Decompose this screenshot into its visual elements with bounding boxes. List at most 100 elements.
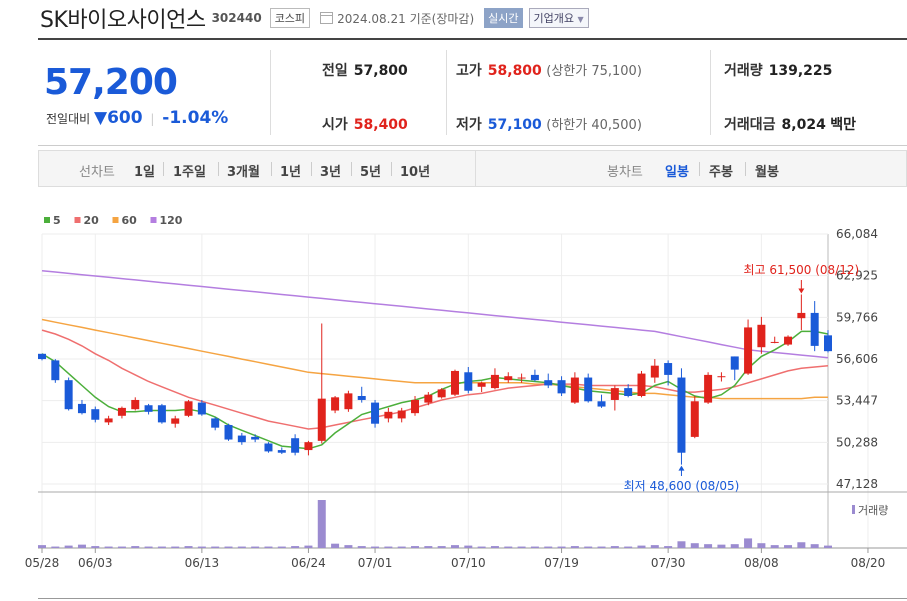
candle-daily[interactable]: 일봉: [665, 165, 689, 180]
volume-bar: [744, 538, 753, 548]
candle: [530, 369, 539, 382]
period-3y[interactable]: 3년: [320, 165, 342, 180]
open-label: 시가: [322, 117, 348, 133]
company-overview-dropdown[interactable]: 기업개요 ▼: [528, 8, 589, 28]
y-tick-label: 47,128: [836, 477, 878, 491]
prev-close-value: 57,800: [353, 63, 408, 79]
volume-legend-swatch: [852, 505, 855, 514]
stock-header: SK바이오사이언스 302440 코스피 2024.08.21 기준(장마감) …: [40, 4, 589, 33]
candle: [331, 396, 340, 414]
volume-bar: [291, 546, 300, 548]
stock-name[interactable]: SK바이오사이언스: [40, 8, 206, 33]
divider: [311, 162, 312, 176]
candle: [650, 359, 659, 383]
candle: [570, 372, 579, 404]
company-overview-label: 기업개요: [533, 12, 575, 25]
base-date: 2024.08.21 기준(장마감): [337, 11, 475, 26]
volume-bar: [144, 546, 153, 548]
candle: [171, 415, 180, 428]
candle: [784, 335, 793, 346]
candle-body: [344, 393, 353, 410]
volume-bar: [610, 546, 619, 548]
current-price: 57,200: [44, 62, 178, 103]
volume-bar: [237, 546, 246, 548]
candle: [424, 392, 433, 406]
volume-bar: [450, 545, 459, 548]
candle-body: [770, 341, 779, 343]
volume-bar: [717, 544, 726, 548]
volume-bar: [770, 545, 779, 548]
candle: [544, 373, 553, 389]
low-price: 저가 57,100 (하한가 40,500): [456, 114, 642, 134]
volume-bar: [277, 546, 286, 548]
divider: |: [150, 112, 155, 126]
x-tick-label: 07/19: [544, 556, 579, 570]
candle-body: [437, 389, 446, 398]
period-3m[interactable]: 3개월: [227, 165, 260, 180]
candle: [690, 396, 699, 439]
candle: [77, 399, 86, 415]
volume-bar: [570, 546, 579, 548]
down-arrow-icon: ▼: [94, 108, 108, 128]
upper-limit: (상한가 75,100): [546, 64, 642, 79]
candle: [224, 423, 233, 441]
candle-body: [690, 401, 699, 437]
candle-body: [64, 380, 73, 410]
prev-close: 전일 57,800: [322, 60, 408, 80]
volume-bar: [251, 546, 260, 548]
candle-body: [730, 356, 739, 370]
volume-bar: [224, 546, 233, 548]
period-1d[interactable]: 1일: [134, 165, 156, 180]
candle-monthly[interactable]: 월봉: [755, 165, 779, 180]
volume-bar: [51, 546, 60, 548]
trade-amount: 거래대금 8,024 백만: [724, 114, 856, 134]
candle-body: [744, 327, 753, 374]
candle: [277, 447, 286, 455]
volume-bar: [810, 544, 819, 548]
divider: [38, 598, 907, 599]
candle: [757, 316, 766, 354]
candle-body: [544, 380, 553, 386]
high-price: 고가 58,800 (상한가 75,100): [456, 60, 642, 80]
volume-bar: [757, 543, 766, 548]
volume-bar: [824, 545, 832, 548]
period-1y[interactable]: 1년: [280, 165, 302, 180]
y-tick-label: 50,288: [836, 435, 878, 449]
period-10y[interactable]: 10년: [400, 165, 431, 180]
divider: [446, 50, 447, 135]
volume-summary: 거래량 139,225: [724, 60, 832, 80]
divider: [271, 162, 272, 176]
candle-body: [411, 399, 420, 414]
x-tick-label: 07/10: [451, 556, 486, 570]
period-1w[interactable]: 1주일: [173, 165, 206, 180]
low-value: 57,100: [487, 117, 542, 133]
candle: [304, 440, 313, 456]
volume-bar: [411, 546, 420, 548]
volume-bar: [437, 546, 446, 548]
realtime-button[interactable]: 실시간: [484, 8, 523, 28]
x-tick-label: 07/01: [358, 556, 393, 570]
volume-bar: [397, 546, 406, 548]
candle: [38, 353, 46, 361]
change-label: 전일대비: [46, 112, 91, 126]
candle-weekly[interactable]: 주봉: [709, 165, 733, 180]
candle: [597, 394, 606, 408]
candle-body: [51, 360, 60, 381]
candle-body: [91, 409, 100, 420]
candle: [157, 403, 166, 424]
candle: [197, 399, 206, 416]
candle-body: [704, 374, 713, 403]
volume-bar: [157, 546, 166, 548]
high-label: 고가: [456, 63, 482, 79]
change-percent: -1.04%: [162, 108, 229, 128]
divider: [699, 162, 700, 176]
candle: [704, 372, 713, 404]
volume-bar: [104, 546, 113, 548]
divider: [391, 162, 392, 176]
volume-bar: [797, 542, 806, 548]
legend-label: 60: [122, 214, 138, 227]
candle-body: [490, 374, 499, 389]
trade-amount-value: 8,024: [781, 117, 826, 133]
period-5y[interactable]: 5년: [360, 165, 382, 180]
